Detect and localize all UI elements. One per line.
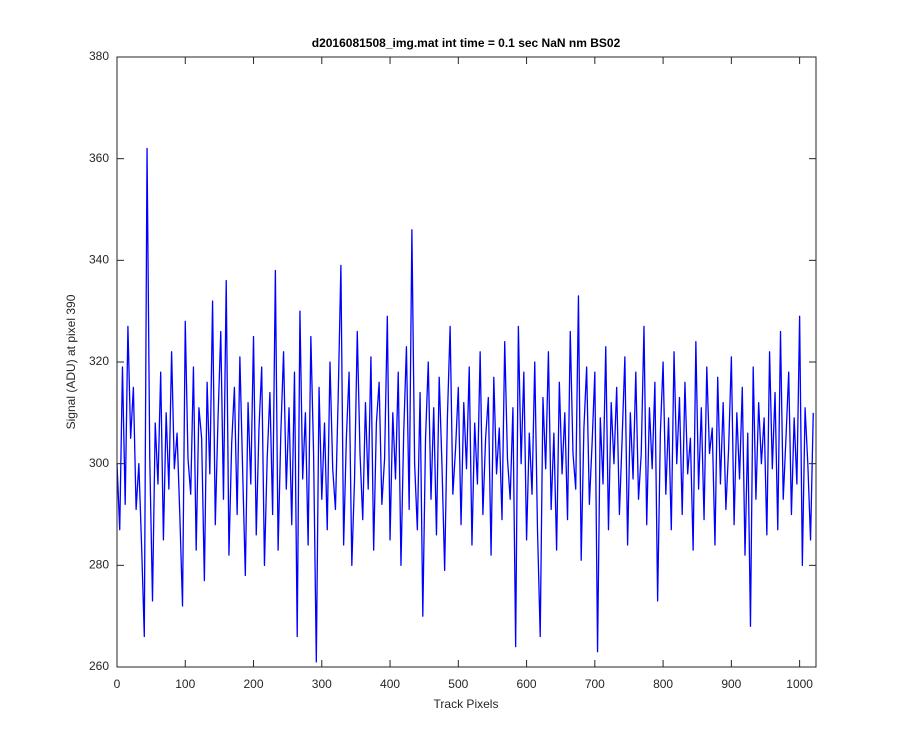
- y-tick-label: 360: [89, 151, 109, 165]
- x-tick-label: 1000: [786, 677, 813, 691]
- y-tick-label: 320: [89, 354, 109, 368]
- y-tick-label: 340: [89, 253, 109, 267]
- chart-title: d2016081508_img.mat int time = 0.1 sec N…: [312, 36, 621, 50]
- y-tick-label: 260: [89, 659, 109, 673]
- x-tick-label: 300: [312, 677, 332, 691]
- x-tick-label: 800: [653, 677, 673, 691]
- x-tick-label: 0: [114, 677, 121, 691]
- x-tick-label: 700: [585, 677, 605, 691]
- y-tick-label: 280: [89, 558, 109, 572]
- x-tick-label: 400: [380, 677, 400, 691]
- x-tick-label: 500: [448, 677, 468, 691]
- data-line: [116, 147, 814, 663]
- y-tick-label: 300: [89, 456, 109, 470]
- x-tick-label: 900: [721, 677, 741, 691]
- x-tick-label: 100: [175, 677, 195, 691]
- x-tick-label: 600: [517, 677, 537, 691]
- y-tick-label: 380: [89, 49, 109, 63]
- x-axis-label: Track Pixels: [434, 697, 499, 711]
- x-tick-label: 200: [244, 677, 264, 691]
- y-axis-label: Signal (ADU) at pixel 390: [64, 294, 78, 429]
